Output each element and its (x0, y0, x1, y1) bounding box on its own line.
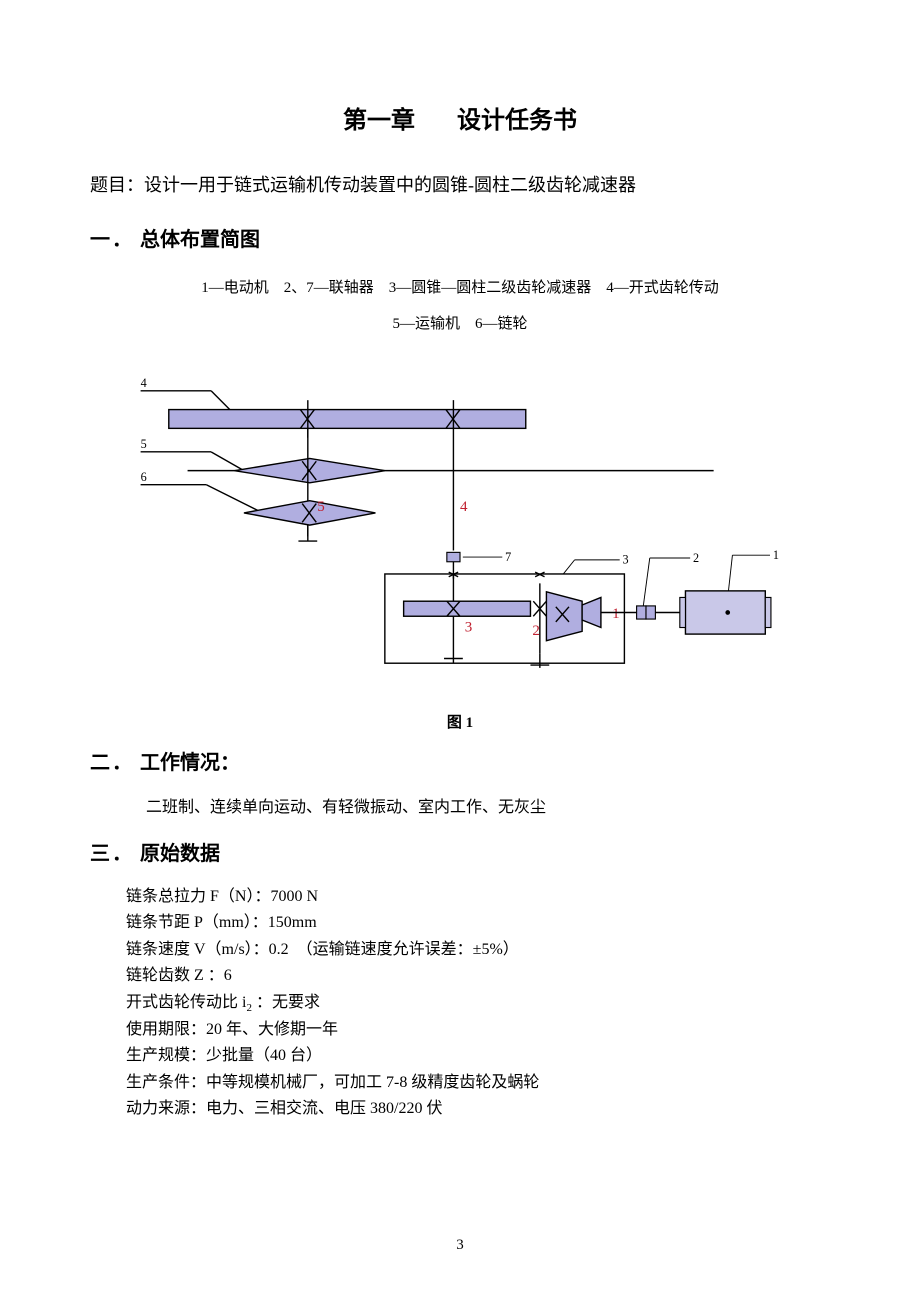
data-row-5-post: ：无要求 (252, 994, 320, 1011)
section-2-number: 二 (90, 752, 110, 774)
raw-data-block: 链条总拉力 F（N）：7000 N 链条节距 P（mm）：150mm 链条速度 … (126, 884, 830, 1122)
section-3-number: 三 (90, 843, 110, 865)
svg-text:2: 2 (532, 623, 540, 639)
dot: ． (112, 843, 132, 865)
data-row-2: 链条节距 P（mm）：150mm (126, 910, 830, 936)
data-row-7: 生产规模：少批量（40 台） (126, 1043, 830, 1069)
dot: ． (112, 752, 132, 774)
topic-line: 题目：设计一用于链式运输机传动装置中的圆锥-圆柱二级齿轮减速器 (90, 171, 830, 197)
data-row-3: 链条速度 V（m/s）：0.2 （运输链速度允许误差：±5%） (126, 937, 830, 963)
legend-line-2: 5—运输机 6—链轮 (120, 306, 800, 342)
document-page: 第一章 设计任务书 题目：设计一用于链式运输机传动装置中的圆锥-圆柱二级齿轮减速… (0, 0, 920, 1302)
svg-text:6: 6 (141, 470, 147, 484)
dot: ． (112, 229, 132, 251)
svg-text:5: 5 (141, 437, 147, 451)
section-1-number: 一 (90, 229, 110, 251)
working-conditions: 二班制、连续单向运动、有轻微振动、室内工作、无灰尘 (146, 793, 830, 817)
svg-text:4: 4 (460, 499, 468, 515)
chapter-name: 设计任务书 (457, 108, 577, 134)
legend-line-1: 1—电动机 2、7—联轴器 3—圆锥—圆柱二级齿轮减速器 4—开式齿轮传动 (120, 270, 800, 306)
section-2-title: 工作情况： (140, 752, 240, 774)
data-row-5: 开式齿轮传动比 i2 ：无要求 (126, 990, 830, 1017)
data-row-4: 链轮齿数 Z ：6 (126, 963, 830, 989)
svg-text:4: 4 (141, 376, 147, 390)
section-1-title: 总体布置简图 (140, 229, 260, 251)
figure-legend: 1—电动机 2、7—联轴器 3—圆锥—圆柱二级齿轮减速器 4—开式齿轮传动 5—… (90, 270, 830, 342)
data-row-8: 生产条件：中等规模机械厂，可加工 7-8 级精度齿轮及蜗轮 (126, 1070, 830, 1096)
page-number: 3 (0, 1237, 920, 1254)
data-row-5-pre: 开式齿轮传动比 i (126, 994, 246, 1011)
chapter-title: 第一章 设计任务书 (90, 100, 830, 135)
svg-text:5: 5 (317, 499, 325, 515)
data-row-9: 动力来源：电力、三相交流、电压 380/220 伏 (126, 1096, 830, 1122)
figure-caption: 图 1 (90, 711, 830, 732)
data-row-1: 链条总拉力 F（N）：7000 N (126, 884, 830, 910)
figure-1: 4 5 (90, 372, 830, 687)
data-row-6: 使用期限：20 年、大修期一年 (126, 1017, 830, 1043)
svg-text:1: 1 (773, 548, 779, 562)
svg-text:1: 1 (612, 606, 620, 622)
svg-text:7: 7 (505, 550, 511, 564)
svg-text:3: 3 (623, 553, 629, 567)
section-2-heading: 二． 工作情况： (90, 746, 830, 775)
section-3-title: 原始数据 (140, 843, 220, 865)
svg-text:3: 3 (465, 619, 473, 635)
kinematic-diagram: 4 5 (90, 372, 830, 682)
svg-text:2: 2 (693, 551, 699, 565)
section-3-heading: 三． 原始数据 (90, 837, 830, 866)
section-1-heading: 一． 总体布置简图 (90, 223, 830, 252)
chapter-number: 第一章 (343, 108, 415, 134)
